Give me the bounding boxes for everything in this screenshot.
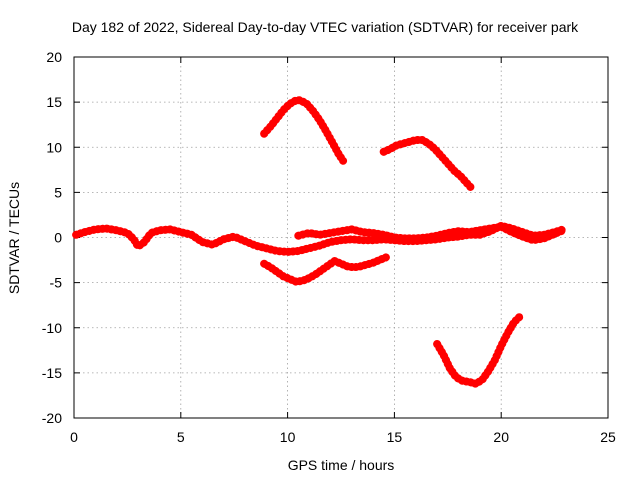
- y-tick-label: -20: [42, 410, 62, 426]
- series-track-6-markers: [433, 312, 525, 388]
- axis-ticks: [73, 56, 609, 419]
- x-tick-labels: 0 5 10 15 20 25: [70, 429, 616, 445]
- data-series: [72, 96, 568, 388]
- x-tick-label: 20: [493, 429, 509, 445]
- y-tick-label: 0: [54, 230, 62, 246]
- y-tick-label: -10: [42, 320, 62, 336]
- y-tick-label: 20: [46, 49, 62, 65]
- series-track-1-markers: [72, 221, 568, 256]
- series-track-5-markers: [260, 253, 390, 286]
- x-tick-label: 25: [600, 429, 616, 445]
- y-tick-label: 5: [54, 184, 62, 200]
- x-tick-label: 0: [70, 429, 78, 445]
- y-tick-labels: -20 -15 -10 -5 0 5 10 15 20: [42, 49, 62, 426]
- y-axis-label: SDTVAR / TECUs: [6, 182, 22, 294]
- chart-title: Day 182 of 2022, Sidereal Day-to-day VTE…: [72, 19, 579, 35]
- series-track-2-markers: [294, 222, 568, 245]
- series-track-3-markers: [260, 96, 348, 165]
- y-tick-label: -15: [42, 365, 62, 381]
- y-tick-label: 15: [46, 94, 62, 110]
- x-tick-label: 15: [387, 429, 403, 445]
- series-track-3: [261, 98, 346, 164]
- series-track-4-markers: [379, 136, 476, 192]
- y-tick-label: 10: [46, 139, 62, 155]
- y-tick-label: -5: [50, 275, 63, 291]
- x-tick-label: 5: [177, 429, 185, 445]
- x-tick-label: 10: [280, 429, 296, 445]
- x-axis-label: GPS time / hours: [288, 457, 395, 473]
